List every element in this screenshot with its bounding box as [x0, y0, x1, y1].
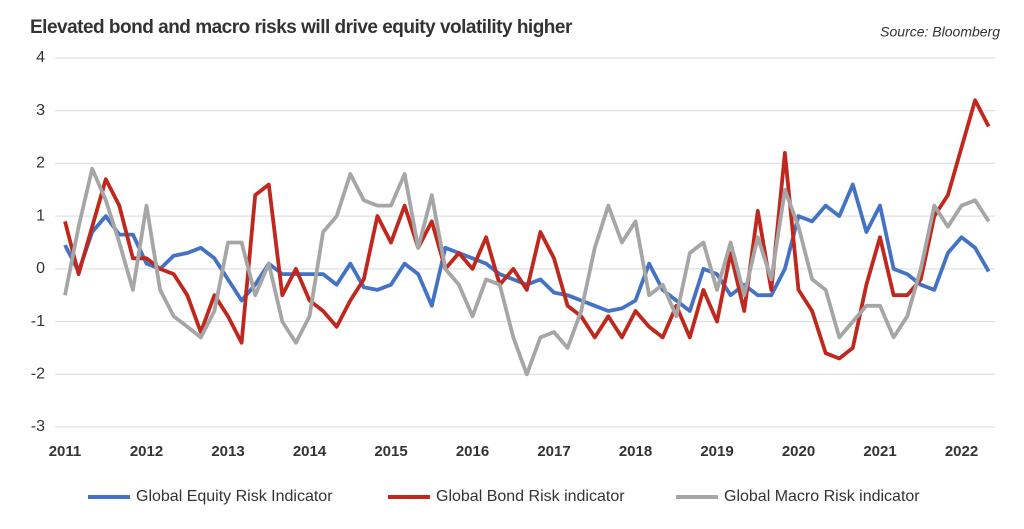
y-tick-label: 1 — [36, 207, 45, 224]
x-tick-label: 2012 — [130, 443, 163, 460]
chart-title: Elevated bond and macro risks will drive… — [30, 17, 573, 38]
x-tick-label: 2011 — [49, 443, 82, 460]
x-tick-label: 2013 — [211, 443, 244, 460]
series-line — [63, 98, 991, 361]
x-tick-label: 2018 — [619, 443, 652, 460]
x-tick-label: 2016 — [456, 443, 489, 460]
legend-label: Global Equity Risk Indicator — [136, 488, 333, 505]
y-tick-label: -2 — [31, 366, 45, 383]
y-tick-label: 0 — [36, 260, 45, 277]
y-tick-label: 3 — [36, 102, 45, 119]
series-line — [63, 182, 991, 313]
y-tick-label: -3 — [31, 418, 45, 435]
x-tick-label: 2021 — [863, 443, 896, 460]
x-tick-label: 2017 — [537, 443, 570, 460]
x-tick-label: 2014 — [293, 443, 327, 460]
legend-label: Global Bond Risk indicator — [436, 488, 625, 505]
x-tick-label: 2020 — [782, 443, 815, 460]
x-tick-label: 2022 — [945, 443, 978, 460]
source-note: Source: Bloomberg — [880, 24, 1000, 40]
y-tick-label: 2 — [36, 155, 45, 172]
y-tick-label: 4 — [36, 49, 45, 66]
x-tick-label: 2019 — [700, 443, 733, 460]
x-tick-label: 2015 — [374, 443, 407, 460]
series-line — [63, 166, 991, 377]
y-tick-label: -1 — [31, 313, 45, 330]
legend-label: Global Macro Risk indicator — [724, 488, 920, 505]
